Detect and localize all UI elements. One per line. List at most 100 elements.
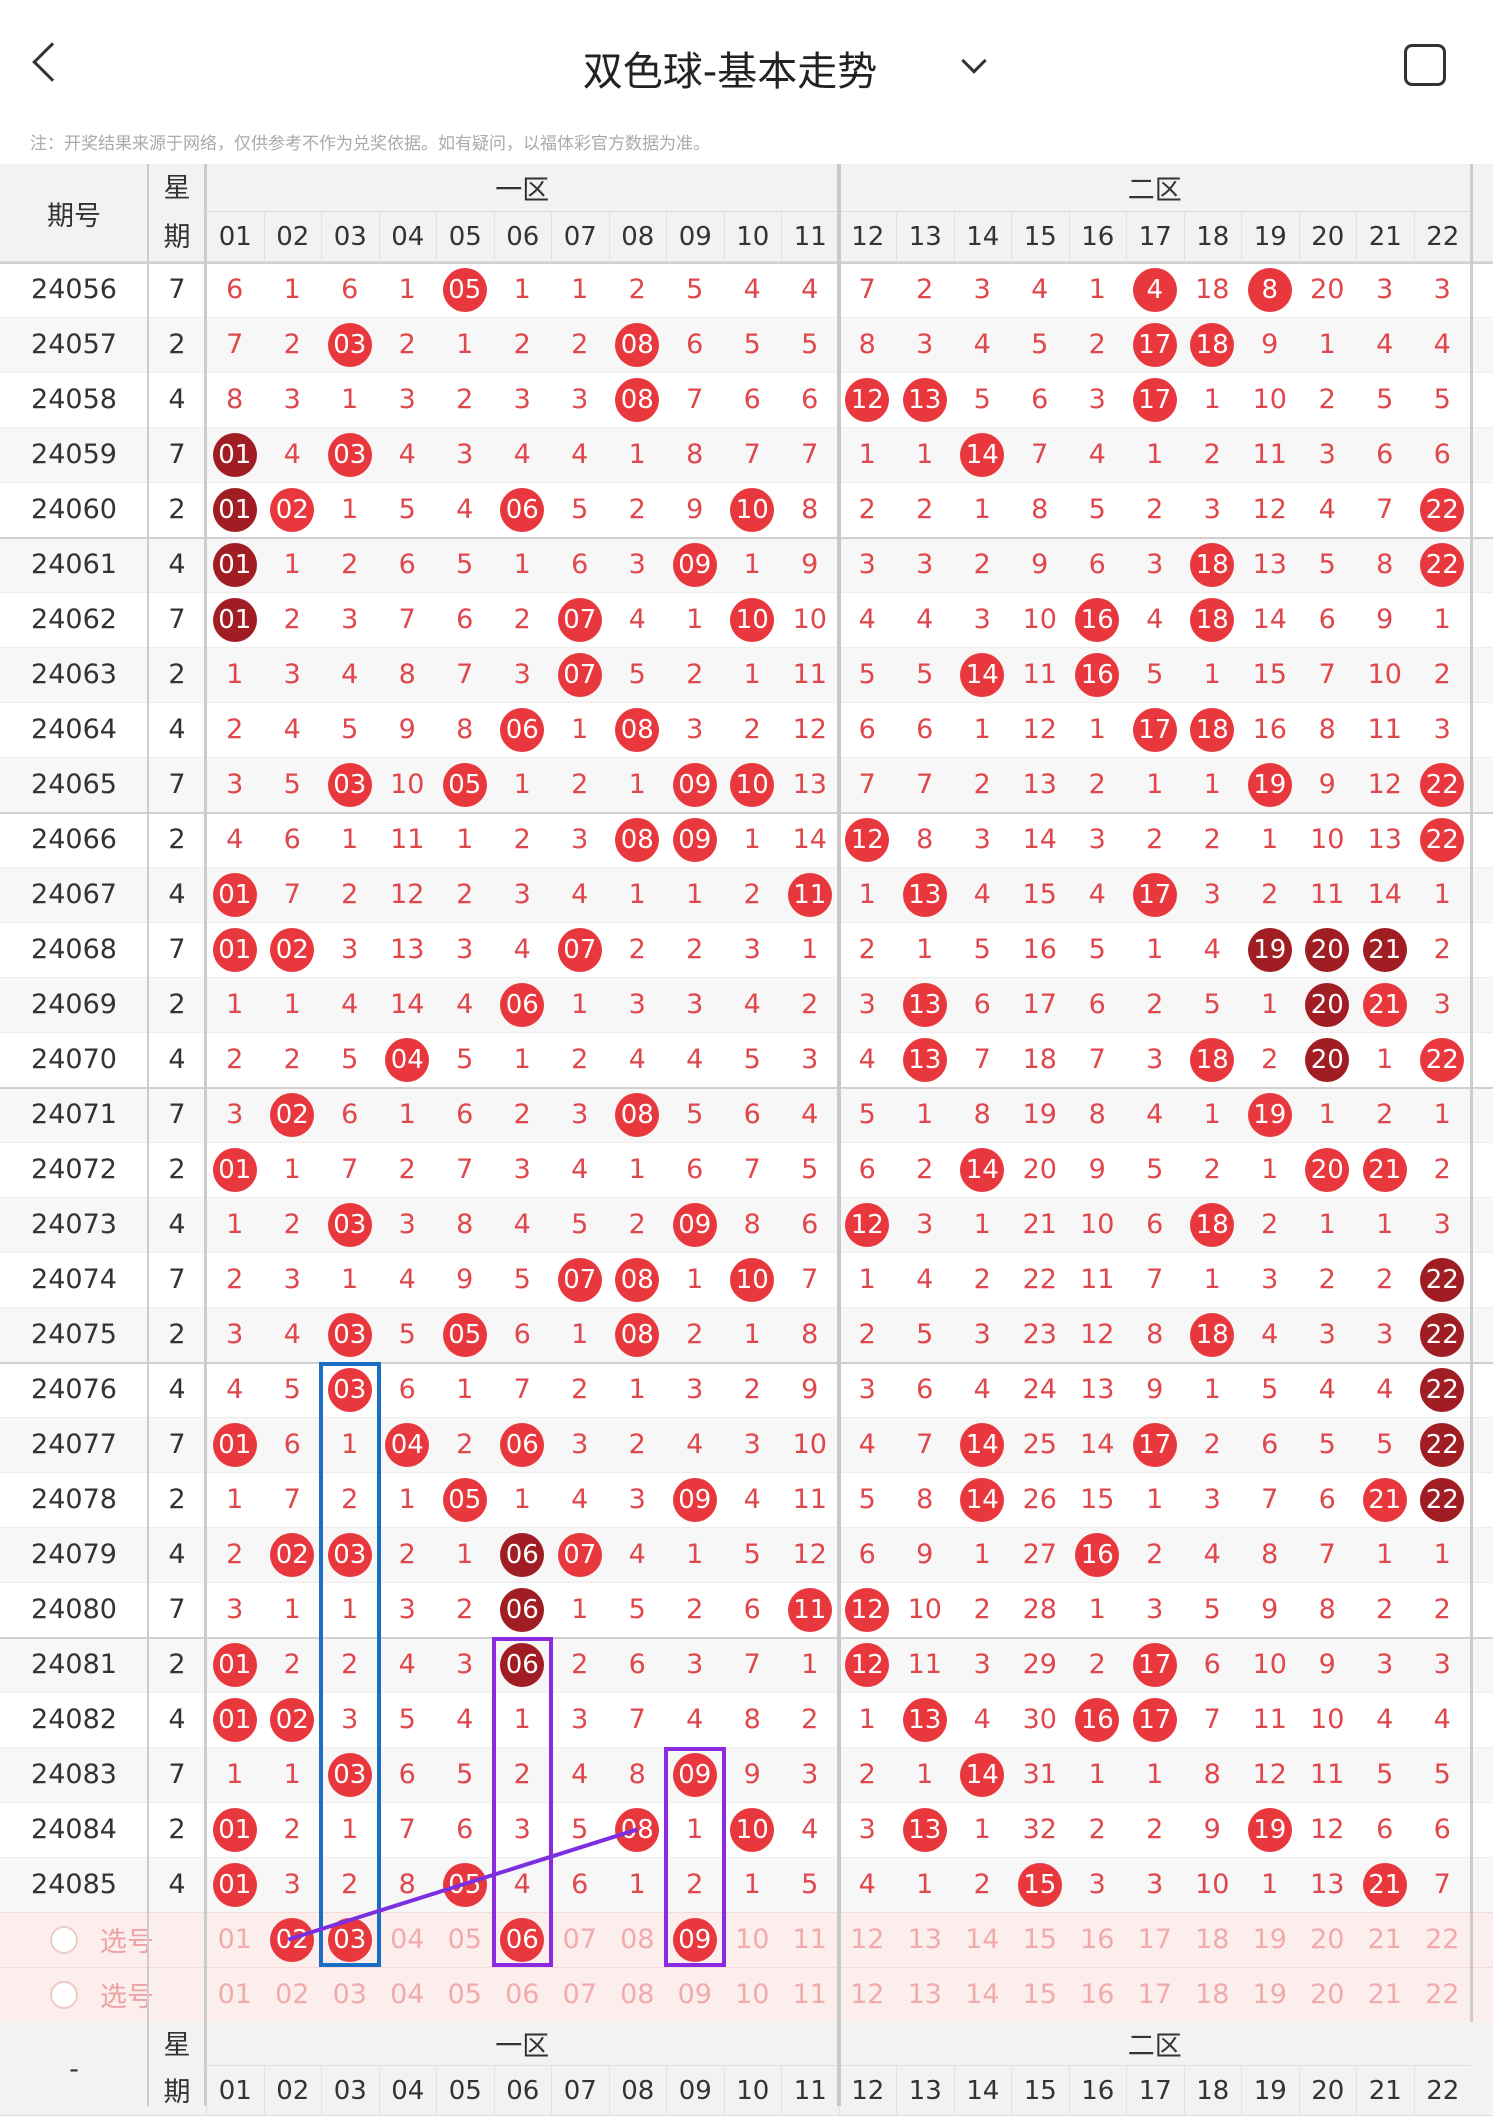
select-label[interactable]: 选号	[100, 1982, 154, 2013]
select-number[interactable]: 14	[965, 1979, 1000, 2010]
select-number[interactable]: 07	[562, 1979, 597, 2010]
miss-count: 1	[743, 824, 761, 855]
miss-count: 10	[1252, 1649, 1287, 1680]
select-number[interactable]: 11	[792, 1979, 827, 2010]
week: 7	[168, 1264, 186, 1295]
select-number[interactable]: 14	[965, 1924, 1000, 1955]
select-number[interactable]: 19	[1252, 1979, 1287, 2010]
miss-count: 5	[801, 1154, 819, 1185]
miss-count: 3	[973, 824, 991, 855]
issue: 24056	[31, 274, 117, 305]
issue: 24076	[31, 1374, 117, 1405]
miss-count: 6	[283, 1429, 301, 1460]
selected-ball[interactable]: 02	[270, 1917, 315, 1962]
selected-ball[interactable]: 09	[672, 1917, 717, 1962]
select-number[interactable]: 12	[850, 1979, 885, 2010]
hit-ball: 17	[1132, 377, 1177, 422]
miss-count: 2	[571, 329, 589, 360]
select-number[interactable]: 17	[1137, 1924, 1172, 1955]
select-number[interactable]: 13	[907, 1979, 942, 2010]
select-number[interactable]: 22	[1425, 1924, 1460, 1955]
hit-ball: 09	[672, 542, 717, 587]
select-number[interactable]: 19	[1252, 1924, 1287, 1955]
select-number[interactable]: 10	[735, 1924, 770, 1955]
select-number[interactable]: 04	[390, 1979, 425, 2010]
miss-count: 1	[226, 989, 244, 1020]
miss-count: 5	[398, 1319, 416, 1350]
select-radio[interactable]	[50, 1981, 78, 2009]
miss-count: 1	[743, 549, 761, 580]
hit-ball: 05	[442, 1312, 487, 1357]
share-icon[interactable]	[1404, 44, 1446, 86]
issue: 24060	[31, 494, 117, 525]
select-number[interactable]: 08	[620, 1979, 655, 2010]
miss-count: 2	[513, 604, 531, 635]
select-number[interactable]: 21	[1367, 1924, 1402, 1955]
miss-count: 2	[973, 1264, 991, 1295]
select-number[interactable]: 01	[217, 1924, 252, 1955]
select-number[interactable]: 07	[562, 1924, 597, 1955]
miss-count: 6	[1376, 439, 1394, 470]
miss-count: 13	[1080, 1374, 1115, 1405]
miss-count: 1	[513, 274, 531, 305]
select-number[interactable]: 15	[1022, 1924, 1057, 1955]
select-number[interactable]: 02	[275, 1979, 310, 2010]
miss-count: 6	[1433, 1814, 1451, 1845]
hit-ball: 18	[1190, 542, 1235, 587]
miss-count: 1	[1088, 274, 1106, 305]
select-number[interactable]: 17	[1137, 1979, 1172, 2010]
miss-count: 1	[571, 274, 589, 305]
page-title[interactable]: 双色球-基本走势	[582, 49, 878, 95]
miss-count: 2	[1261, 879, 1279, 910]
title-chevron[interactable]	[961, 48, 987, 74]
select-number[interactable]: 03	[332, 1979, 367, 2010]
miss-count: 5	[1433, 1759, 1451, 1790]
select-number[interactable]: 20	[1310, 1924, 1345, 1955]
miss-count: 4	[226, 1374, 244, 1405]
miss-count: 3	[226, 769, 244, 800]
miss-count: 7	[1203, 1704, 1221, 1735]
miss-count: 7	[226, 329, 244, 360]
miss-count: 2	[1433, 934, 1451, 965]
select-number[interactable]: 06	[505, 1979, 540, 2010]
miss-count: 3	[571, 1429, 589, 1460]
select-number[interactable]: 10	[735, 1979, 770, 2010]
select-number[interactable]: 21	[1367, 1979, 1402, 2010]
miss-count: 5	[456, 549, 474, 580]
hit-ball: 07	[557, 1532, 602, 1577]
miss-count: 12	[390, 879, 425, 910]
select-number[interactable]: 22	[1425, 1979, 1460, 2010]
miss-count: 4	[1031, 274, 1049, 305]
select-number[interactable]: 18	[1195, 1924, 1230, 1955]
hit-ball: 18	[1190, 322, 1235, 367]
hit-ball: 13	[902, 377, 947, 422]
miss-count: 1	[858, 1264, 876, 1295]
select-number[interactable]: 15	[1022, 1979, 1057, 2010]
miss-count: 13	[1022, 769, 1057, 800]
select-number[interactable]: 20	[1310, 1979, 1345, 2010]
miss-count: 3	[283, 1264, 301, 1295]
select-number[interactable]: 13	[907, 1924, 942, 1955]
miss-count: 3	[283, 384, 301, 415]
select-number[interactable]: 11	[792, 1924, 827, 1955]
miss-count: 1	[916, 439, 934, 470]
select-number[interactable]: 16	[1080, 1924, 1115, 1955]
select-label[interactable]: 选号	[100, 1927, 154, 1958]
select-radio[interactable]	[50, 1926, 78, 1954]
miss-count: 3	[801, 1759, 819, 1790]
select-number[interactable]: 08	[620, 1924, 655, 1955]
issue: 24069	[31, 989, 117, 1020]
back-button[interactable]	[32, 42, 72, 82]
select-number[interactable]: 09	[677, 1979, 712, 2010]
select-number[interactable]: 18	[1195, 1979, 1230, 2010]
miss-count: 2	[1088, 769, 1106, 800]
miss-count: 3	[1203, 879, 1221, 910]
select-number[interactable]: 05	[447, 1924, 482, 1955]
zone-label: 一区	[206, 164, 839, 212]
select-number[interactable]: 12	[850, 1924, 885, 1955]
select-number[interactable]: 01	[217, 1979, 252, 2010]
select-number[interactable]: 04	[390, 1924, 425, 1955]
select-number[interactable]: 16	[1080, 1979, 1115, 2010]
select-number[interactable]: 05	[447, 1979, 482, 2010]
miss-count: 18	[1022, 1044, 1057, 1075]
